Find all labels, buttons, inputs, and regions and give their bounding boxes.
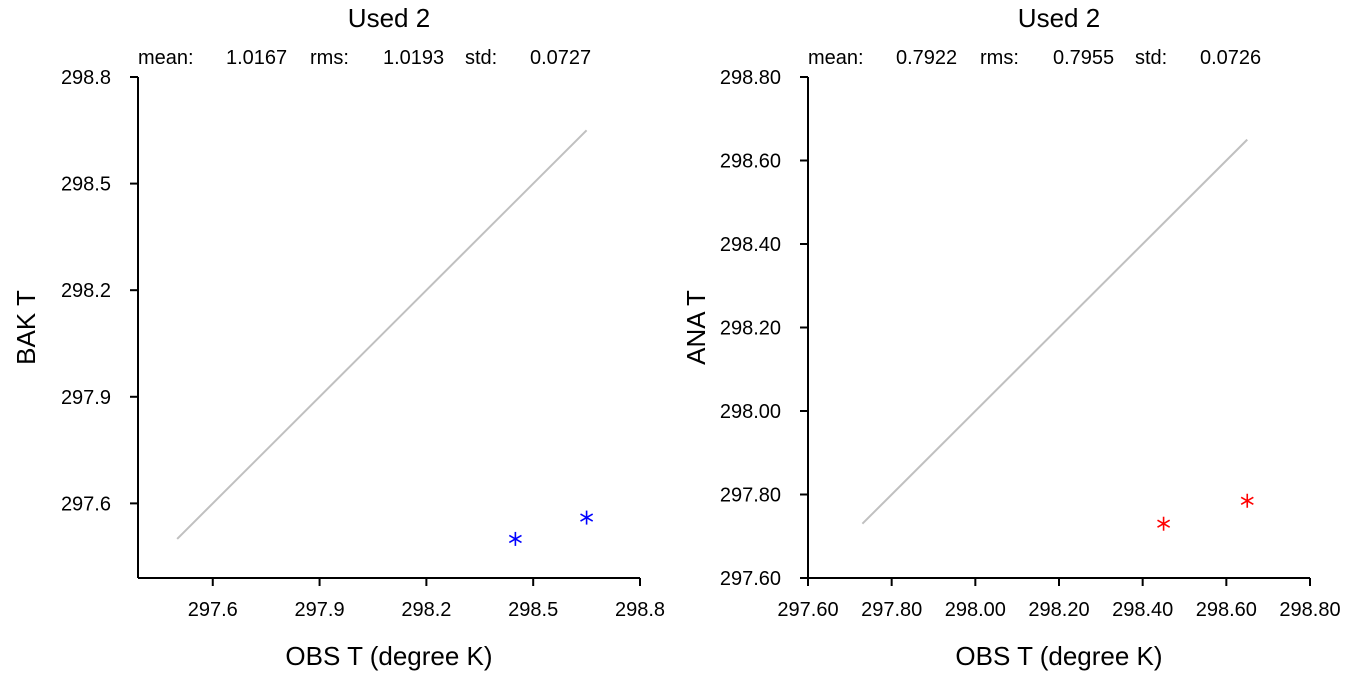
x-tick-label: 297.9 (295, 599, 345, 621)
reference-line (861, 138, 1248, 525)
x-tick-label: 298.80 (1279, 599, 1340, 621)
data-point (1157, 516, 1171, 531)
y-tick-label: 297.9 (61, 387, 111, 409)
x-tick-label: 298.40 (1112, 599, 1173, 621)
point-marker-stroke (580, 513, 594, 522)
y-tick-label: 298.60 (720, 151, 781, 173)
stat-std-label: std: (1135, 47, 1167, 69)
data-point (1240, 493, 1254, 508)
data-point (508, 531, 522, 546)
stat-mean-label: mean: (138, 47, 194, 69)
stat-rms-label: rms: (310, 47, 349, 69)
point-marker-stroke (508, 534, 522, 544)
y-tick-label: 298.8 (61, 67, 111, 89)
x-tick-label: 297.60 (777, 599, 838, 621)
y-tick-label: 298.80 (720, 67, 781, 89)
point-marker-stroke (1240, 496, 1254, 505)
y-tick-label: 298.40 (720, 234, 781, 256)
y-tick-label: 297.60 (720, 568, 781, 590)
stat-std-value: 0.0727 (530, 47, 591, 69)
x-axis-label: OBS T (degree K) (285, 641, 492, 671)
reference-line (176, 129, 588, 540)
stat-std-value: 0.0726 (1200, 47, 1261, 69)
stat-mean-value: 0.7922 (896, 47, 957, 69)
y-tick-label: 297.80 (720, 485, 781, 507)
x-tick-label: 298.00 (945, 599, 1006, 621)
stat-mean-label: mean: (808, 47, 864, 69)
x-axis-label: OBS T (degree K) (955, 641, 1162, 671)
chart-panel-1: Used 2 mean: 1.0167 rms: 1.0193 std: 0.0727 297… (11, 3, 665, 671)
y-tick-label: 298.5 (61, 174, 111, 196)
y-tick-label: 298.2 (61, 280, 111, 302)
stat-std-label: std: (465, 47, 497, 69)
x-tick-label: 298.5 (508, 599, 558, 621)
y-tick-label: 297.6 (61, 493, 111, 515)
stat-mean-value: 1.0167 (226, 47, 287, 69)
chart-panel-2: Used 2 mean: 0.7922 rms: 0.7955 std: 0.0726 297… (681, 3, 1341, 671)
y-tick-label: 298.20 (720, 318, 781, 340)
chart-title: Used 2 (1018, 3, 1100, 33)
x-tick-label: 298.20 (1028, 599, 1089, 621)
stat-rms-value: 0.7955 (1053, 47, 1114, 69)
y-axis-label: BAK T (11, 290, 41, 365)
point-marker-stroke (1157, 519, 1171, 528)
x-tick-label: 298.8 (615, 599, 665, 621)
y-tick-label: 298.00 (720, 401, 781, 423)
x-tick-label: 297.80 (861, 599, 922, 621)
data-point (580, 510, 594, 525)
chart-title: Used 2 (348, 3, 430, 33)
y-axis-label: ANA T (681, 290, 711, 365)
x-tick-label: 297.6 (188, 599, 238, 621)
x-tick-label: 298.2 (401, 599, 451, 621)
stat-rms-value: 1.0193 (383, 47, 444, 69)
x-tick-label: 298.60 (1196, 599, 1257, 621)
stat-rms-label: rms: (980, 47, 1019, 69)
